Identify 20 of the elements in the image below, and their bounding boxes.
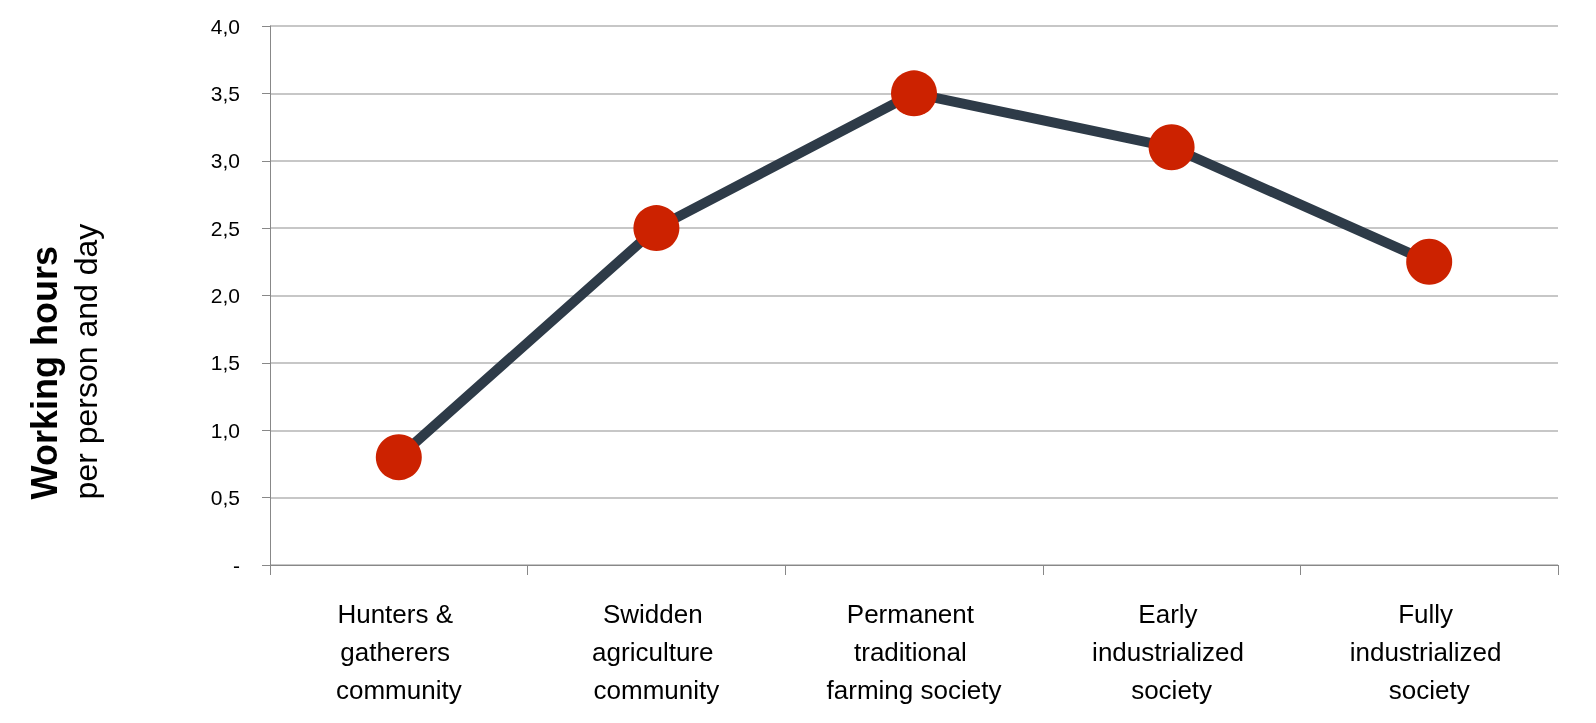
y-tick-label: 0,5: [210, 486, 240, 510]
point: [375, 434, 422, 481]
point: [633, 205, 680, 252]
x-tick-label: Fully industrialized society: [1349, 599, 1509, 705]
y-tick-label: 1,5: [210, 351, 240, 375]
y-tick-label: 3,0: [210, 149, 240, 173]
y-tick-label: -: [233, 553, 240, 577]
point: [1406, 238, 1453, 285]
y-tick-label: 3,5: [210, 81, 240, 105]
x-tick-label: Hunters & gatherers community: [335, 599, 462, 705]
y-tick-label: 2,0: [210, 284, 240, 307]
x-tick-label: Swidden agriculture community: [592, 599, 721, 705]
y-tick-label: 1,0: [210, 418, 240, 442]
y-tick-label: 2,5: [210, 216, 240, 240]
y-tick-label: 4,0: [210, 14, 240, 38]
point: [891, 70, 937, 117]
x-tick-label: Early industrialized society: [1092, 599, 1252, 705]
point: [1148, 124, 1195, 171]
y-axis-title: Working hours per person and day: [23, 223, 104, 500]
x-tick-label: Permanent traditional farming society: [826, 599, 1002, 705]
